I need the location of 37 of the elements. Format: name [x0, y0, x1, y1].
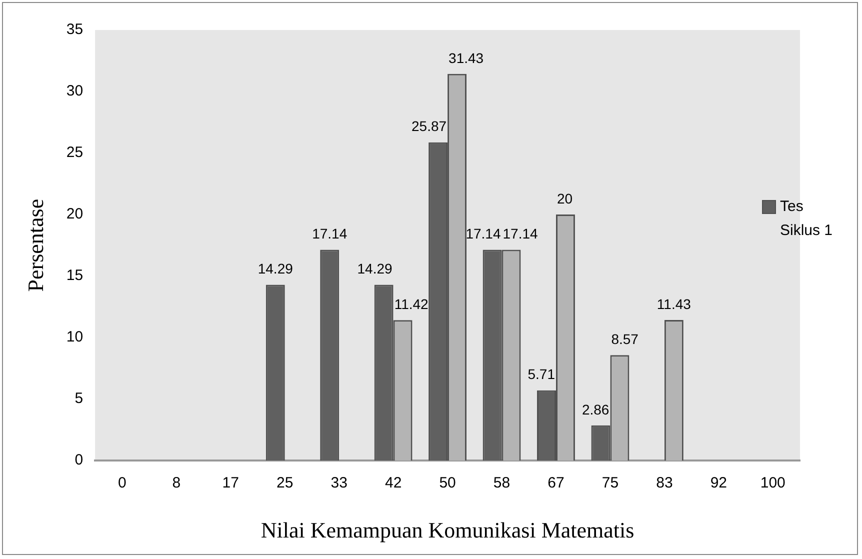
data-label: 14.29 — [258, 260, 294, 277]
x-tick-label: 75 — [602, 474, 619, 492]
y-tick-label: 20 — [66, 206, 84, 223]
y-tick-label: 10 — [66, 328, 84, 346]
x-tick-label: 92 — [710, 474, 728, 492]
y-tick-label: 15 — [66, 267, 84, 284]
y-tick-label: 30 — [66, 82, 84, 100]
x-tick-label: 17 — [222, 474, 239, 492]
data-label: 14.29 — [357, 260, 393, 277]
x-tick-label: 58 — [493, 474, 510, 492]
data-label: 5.71 — [528, 366, 556, 382]
x-tick-label: 33 — [330, 474, 348, 492]
x-tick-label: 83 — [656, 474, 673, 492]
data-label: 8.57 — [611, 331, 639, 348]
data-label: 11.42 — [394, 296, 429, 312]
legend-label: Tes Siklus 1 — [780, 197, 834, 241]
x-tick-label: 25 — [276, 474, 294, 492]
y-tick-label: 35 — [66, 21, 84, 38]
data-label: 11.43 — [656, 296, 692, 312]
x-tick-label: 100 — [760, 474, 786, 492]
x-tick-label: 67 — [548, 474, 564, 492]
data-label: 17.14 — [466, 226, 501, 242]
y-tick-label: 5 — [74, 390, 84, 408]
x-tick-label: 8 — [172, 474, 181, 492]
data-label: 25.87 — [411, 118, 447, 134]
data-label: 17.14 — [312, 226, 348, 242]
x-tick-label: 0 — [118, 474, 126, 492]
x-axis-title: Nilai Kemampuan Komunikasi Matematis — [260, 518, 634, 543]
x-tick-label: 50 — [439, 474, 456, 492]
y-axis-title: Persentase — [22, 198, 48, 292]
data-label: 20 — [556, 190, 573, 206]
y-tick-label: 25 — [66, 144, 84, 162]
data-label: 31.43 — [448, 50, 484, 66]
data-label: 2.86 — [582, 401, 610, 418]
y-tick-label: 0 — [74, 452, 84, 469]
x-tick-label: 42 — [384, 474, 402, 492]
data-label: 17.14 — [502, 226, 538, 242]
